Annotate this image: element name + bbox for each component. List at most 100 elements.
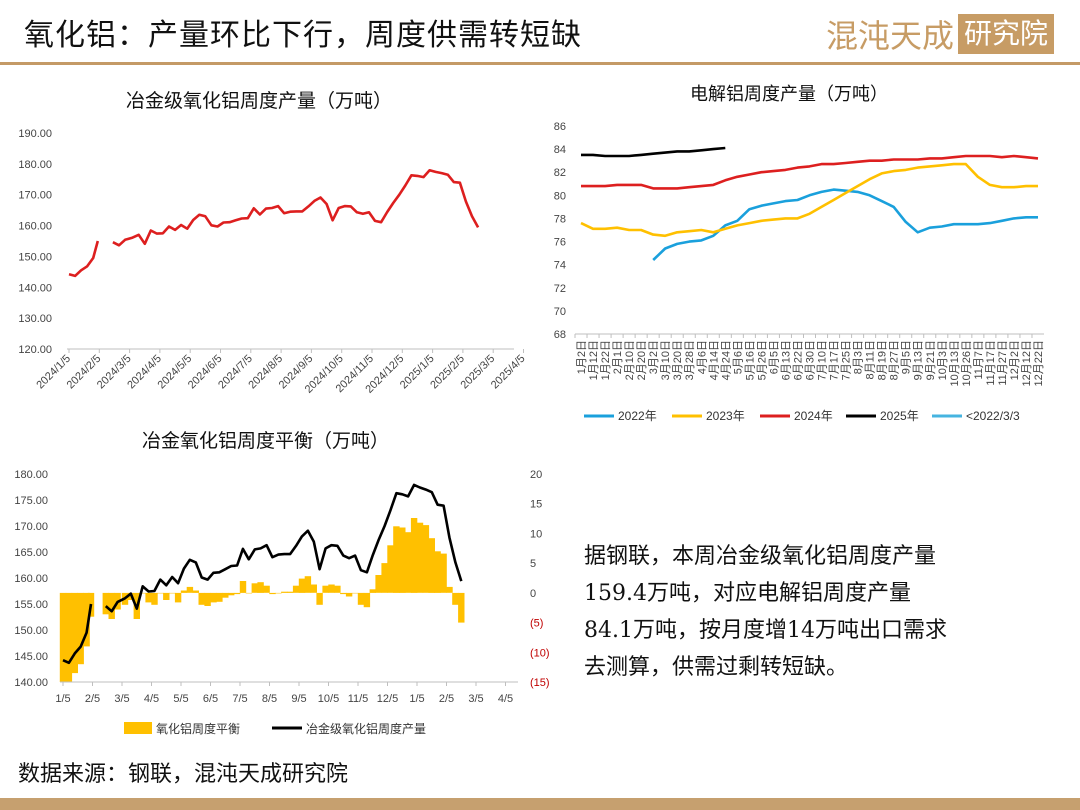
balance-bar: [410, 518, 418, 593]
balance-bar: [304, 576, 312, 593]
legend-label: 氧化铝周度平衡: [156, 721, 240, 736]
x-tick-label: 4月6日: [696, 340, 708, 374]
balance-bar: [428, 538, 435, 593]
balance-bar: [174, 592, 182, 603]
legend-label: 2022年: [618, 409, 657, 423]
y-tick-label: 140.00: [18, 282, 52, 294]
balance-bar: [192, 590, 199, 593]
balance-bar: [180, 590, 188, 593]
balance-bar: [65, 592, 73, 682]
x-tick-label: 10月13日: [949, 340, 961, 386]
y-tick-label: 175.00: [14, 495, 48, 507]
balance-bar: [198, 592, 205, 605]
balance-bar: [71, 592, 78, 674]
x-tick-label: 10/5: [318, 693, 339, 705]
x-tick-label: 4/5: [144, 693, 159, 705]
balance-bar: [345, 592, 353, 597]
x-tick-label: 7月17日: [829, 340, 841, 380]
x-tick-label: 2月1日: [612, 340, 624, 374]
slide-title: 氧化铝：产量环比下行，周度供需转短缺: [24, 18, 582, 53]
x-tick-label: 11月7日: [973, 340, 985, 380]
brand-logo: 混沌天成 研究院: [826, 10, 1054, 58]
x-tick-label: 8月11日: [865, 340, 877, 380]
x-tick-label: 3/5: [468, 693, 483, 705]
balance-bar: [328, 584, 335, 593]
balance-bar: [387, 545, 394, 593]
series-line: [581, 146, 726, 158]
x-tick-label: 9月5日: [901, 340, 913, 374]
x-tick-label: 3/5: [114, 693, 129, 705]
balance-bar: [139, 592, 146, 594]
y-tick-label: 86: [554, 121, 566, 133]
logo-text: 混沌天成: [825, 17, 954, 55]
y-tick-label: 160.00: [18, 221, 52, 233]
balance-bar: [340, 592, 347, 595]
x-tick-label: 3月10日: [660, 340, 672, 380]
x-tick-label: 4月24日: [720, 340, 732, 380]
data-source: 数据来源：钢联，混沌天成研究院: [18, 762, 349, 787]
series-line: [68, 240, 100, 278]
x-tick-label: 12月22日: [1033, 340, 1045, 386]
y-tick-label: 82: [554, 167, 566, 179]
series-line: [581, 154, 1039, 190]
legend-label: 2023年: [706, 409, 745, 423]
balance-bar: [393, 526, 400, 593]
balance-bar: [363, 592, 371, 608]
balance-bar: [263, 585, 270, 593]
y-tick-label: 80: [554, 190, 566, 202]
balance-bar: [452, 592, 459, 605]
y2-tick-label: (15): [530, 677, 550, 689]
balance-bar: [416, 522, 424, 593]
balance-bar: [186, 586, 194, 593]
y-tick-label: 74: [554, 260, 566, 272]
balance-bar: [369, 589, 376, 593]
x-tick-label: 2月20日: [636, 340, 648, 380]
y-tick-label: 180.00: [18, 159, 52, 171]
balance-bar: [169, 592, 176, 594]
x-tick-label: 8月3日: [853, 340, 865, 374]
x-tick-label: 1月12日: [588, 340, 600, 380]
x-tick-label: 2/5: [85, 693, 100, 705]
y-tick-label: 84: [554, 144, 566, 156]
x-tick-label: 5/5: [173, 693, 188, 705]
x-tick-label: 7月10日: [817, 340, 829, 380]
y-tick-label: 120.00: [18, 344, 52, 356]
balance-bar: [251, 583, 258, 593]
y-tick-label: 160.00: [14, 573, 48, 585]
x-tick-label: 10月26日: [961, 340, 973, 386]
x-tick-label: 6月22日: [792, 340, 804, 380]
note-line: 去测算，供需过剩转短缺。: [584, 655, 849, 680]
y2-tick-label: 15: [530, 499, 542, 511]
balance-bar: [239, 581, 247, 593]
x-tick-label: 8月19日: [877, 340, 889, 380]
x-tick-label: 9月13日: [913, 340, 925, 380]
y2-tick-label: 0: [530, 588, 536, 600]
balance-bar: [351, 592, 359, 594]
legend-label: 2024年: [794, 409, 833, 423]
logo-box: 研究院: [957, 14, 1054, 54]
balance-bar: [108, 592, 115, 619]
balance-bar: [399, 527, 406, 593]
y-tick-label: 140.00: [14, 677, 48, 689]
balance-bar: [83, 592, 90, 647]
x-tick-label: 9/5: [291, 693, 306, 705]
series-line: [62, 603, 93, 665]
chart3-title: 冶金氧化铝周度平衡（万吨）: [142, 430, 390, 452]
note-line: 159.4万吨，对应电解铝周度产量: [584, 581, 911, 606]
balance-bar: [281, 591, 288, 593]
balance-bar: [381, 563, 388, 593]
balance-bar: [422, 525, 430, 593]
balance-bar: [163, 592, 170, 600]
balance-bar: [322, 585, 329, 593]
y-tick-label: 190.00: [18, 128, 52, 140]
x-tick-label: 1月2日: [576, 340, 588, 374]
y-tick-label: 145.00: [14, 651, 48, 663]
balance-bar: [286, 591, 294, 593]
balance-bar: [292, 585, 300, 593]
balance-bar: [434, 551, 441, 593]
x-tick-label: 12月2日: [1009, 340, 1021, 380]
balance-bar: [157, 592, 164, 594]
y2-tick-label: (5): [530, 618, 543, 630]
balance-bar: [216, 592, 223, 602]
